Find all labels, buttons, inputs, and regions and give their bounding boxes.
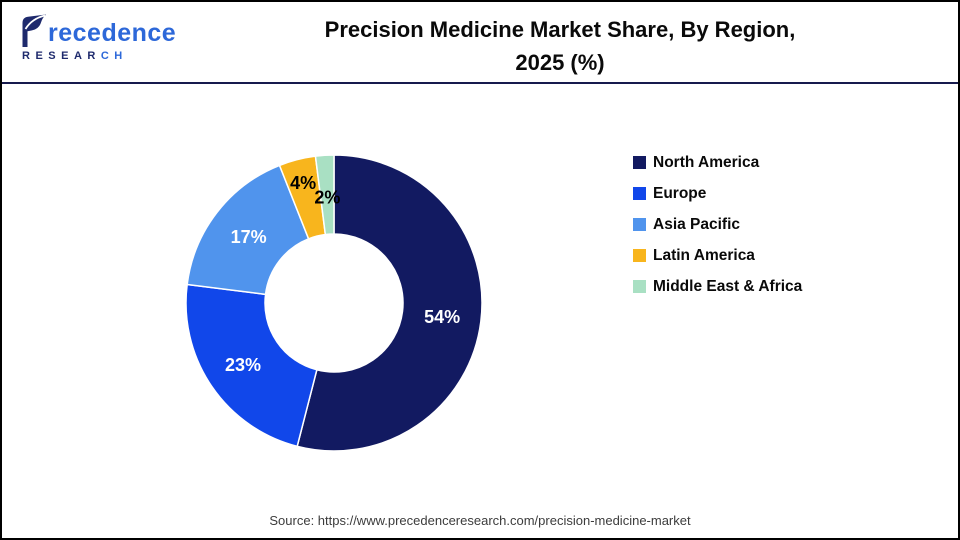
chart-title: Precision Medicine Market Share, By Regi… bbox=[2, 2, 958, 79]
slice-label-north-america: 54% bbox=[424, 307, 460, 327]
legend-swatch bbox=[633, 187, 646, 200]
slice-label-asia-pacific: 17% bbox=[231, 227, 267, 247]
logo-subtitle: RESEARCH bbox=[22, 51, 176, 62]
legend: North America Europe Asia Pacific Latin Ame… bbox=[633, 147, 802, 302]
legend-item-north-america: North America bbox=[633, 147, 802, 178]
pie-slice-europe bbox=[185, 283, 318, 448]
logo-wordmark: recedence bbox=[20, 14, 176, 47]
logo: recedence RESEARCH bbox=[20, 14, 176, 62]
legend-label: Middle East & Africa bbox=[653, 277, 803, 295]
legend-label: Europe bbox=[653, 184, 707, 202]
legend-item-latin-america: Latin America bbox=[633, 240, 802, 271]
legend-item-europe: Europe bbox=[633, 178, 802, 209]
pie-slice-north-america bbox=[296, 154, 483, 452]
slice-label-europe: 23% bbox=[225, 355, 261, 375]
legend-item-middle-east-africa: Middle East & Africa bbox=[633, 271, 802, 302]
pie-slice-asia-pacific bbox=[186, 164, 310, 296]
legend-swatch bbox=[633, 249, 646, 262]
header: recedence RESEARCH Precision Medicine Ma… bbox=[2, 2, 958, 84]
logo-subtitle-main: RESEAR bbox=[22, 50, 101, 62]
legend-swatch bbox=[633, 218, 646, 231]
slice-label-middle-east-africa: 2% bbox=[314, 188, 340, 208]
legend-label: North America bbox=[653, 153, 760, 171]
slice-label-latin-america: 4% bbox=[290, 173, 316, 193]
legend-swatch bbox=[633, 156, 646, 169]
legend-swatch bbox=[633, 280, 646, 293]
leaf-p-icon bbox=[22, 14, 46, 47]
donut-chart: 54% 23% 17% 4%2% bbox=[185, 154, 483, 452]
chart-title-line1: Precision Medicine Market Share, By Regi… bbox=[324, 17, 796, 42]
logo-subtitle-accent: CH bbox=[100, 50, 128, 62]
pie-slice-middle-east-africa bbox=[314, 154, 335, 236]
logo-wordmark-text: recedence bbox=[48, 19, 177, 47]
chart-area: 54% 23% 17% 4% 2% North America Europe Asia Pa… bbox=[2, 84, 958, 538]
chart-title-line2: 2025 (%) bbox=[515, 50, 605, 75]
source-line: Source: https://www.precedenceresearch.c… bbox=[269, 513, 691, 528]
legend-label: Asia Pacific bbox=[653, 215, 741, 233]
legend-label: Latin America bbox=[653, 246, 755, 264]
legend-item-asia-pacific: Asia Pacific bbox=[633, 209, 802, 240]
